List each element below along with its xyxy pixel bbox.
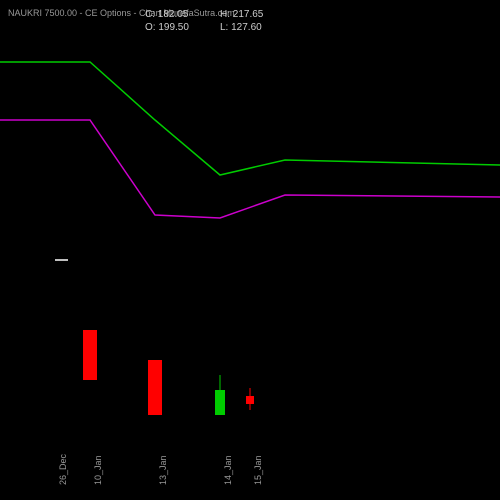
x-axis-label: 13_Jan xyxy=(158,455,168,485)
x-axis-labels: 26_Dec 10_Jan 13_Jan 14_Jan 15_Jan xyxy=(0,430,500,490)
x-axis-label: 14_Jan xyxy=(223,455,233,485)
x-axis-label: 26_Dec xyxy=(58,454,68,485)
x-axis-label: 15_Jan xyxy=(253,455,263,485)
x-axis-label: 10_Jan xyxy=(93,455,103,485)
chart-canvas xyxy=(0,0,500,500)
